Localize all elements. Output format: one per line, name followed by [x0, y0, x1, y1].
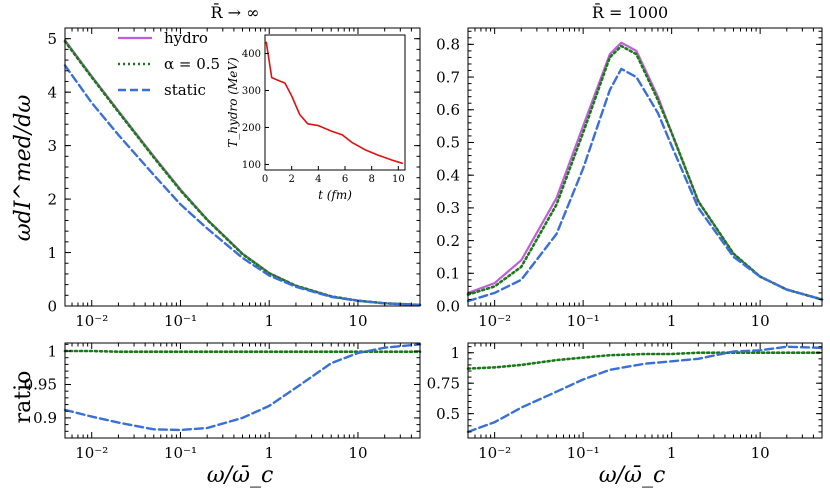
series-line-static	[466, 345, 824, 434]
panel-bottom-left: 10⁻² 10⁻¹ 1 10 0.9 0.95 1	[24, 342, 422, 462]
y-tick-label: 0.4	[436, 166, 460, 184]
x-tick-label: 10	[392, 174, 405, 185]
y-tick-label: 1	[47, 244, 57, 262]
legend: hydro α = 0.5 static	[118, 29, 220, 99]
title-left: R̄ → ∞	[211, 1, 260, 22]
x-tick-label: 6	[342, 174, 348, 185]
x-tick-label: 10⁻¹	[567, 444, 600, 462]
y-tick-label: 0.6	[436, 101, 460, 119]
x-tick-label: 8	[368, 174, 374, 185]
series-line-static	[466, 67, 824, 303]
x-tick-label: 10⁻¹	[164, 444, 197, 462]
y-tick-label: 100	[242, 160, 261, 171]
y-tick-label: 400	[242, 49, 261, 60]
y-tick-label: 1	[47, 342, 57, 360]
panel-top-right: 10⁻² 10⁻¹ 1 10 0.0 0.1 0.2 0.3 0.4 0.5 0.6 0.7 0.8	[436, 27, 824, 330]
series-line-0-5	[466, 351, 824, 370]
xlabel-left: ω/ω̄_c	[207, 463, 274, 488]
x-tick-label: 10⁻²	[478, 312, 511, 330]
y-tick-label: 0.5	[436, 405, 460, 423]
y-tick-label: 200	[242, 123, 261, 134]
inset-xlabel: t (fm)	[318, 188, 352, 202]
legend-label-alpha: α = 0.5	[164, 55, 220, 73]
y-tick-label: 2	[47, 190, 57, 208]
panel-bottom-right: 10⁻² 10⁻¹ 1 10 0.5 0.75 1	[427, 342, 824, 462]
x-tick-label: 10	[348, 312, 367, 330]
ylabel-top: ωdI^med/dω	[11, 95, 36, 242]
legend-label-static: static	[164, 81, 206, 99]
y-tick-label: 4	[47, 83, 57, 101]
legend-label-hydro: hydro	[164, 29, 208, 47]
y-tick-label: 300	[242, 86, 261, 97]
x-tick-label: 10⁻¹	[567, 312, 600, 330]
inset-background	[265, 35, 405, 170]
y-tick-label: 0.0	[436, 297, 460, 315]
x-tick-label: 1	[264, 312, 274, 330]
inset-temperature: 0 2 4 6 8 10 100 200 300 400 t (fm) T_hydro (MeV)	[226, 34, 406, 202]
y-tick-label: 1	[450, 344, 460, 362]
y-tick-label: 0.1	[436, 265, 460, 283]
series-line-static	[63, 343, 422, 432]
series-line-0-5	[466, 44, 824, 301]
x-tick-label: 10	[751, 312, 770, 330]
x-tick-label: 4	[315, 174, 321, 185]
y-tick-label: 0.95	[24, 376, 57, 394]
x-tick-label: 0	[262, 174, 268, 185]
y-tick-label: 0.5	[436, 134, 460, 152]
y-tick-label: 0.3	[436, 199, 460, 217]
series-line-t-hydro	[265, 41, 404, 165]
x-tick-label: 10	[751, 444, 770, 462]
title-right: R̄ = 1000	[592, 1, 668, 22]
x-tick-label: 2	[288, 174, 294, 185]
y-tick-label: 5	[47, 30, 57, 48]
y-tick-label: 0.8	[436, 36, 460, 54]
axes-frame	[264, 34, 406, 171]
x-tick-label: 1	[667, 444, 677, 462]
y-tick-label: 0	[47, 297, 57, 315]
y-tick-label: 0.2	[436, 232, 460, 250]
x-tick-label: 1	[667, 312, 677, 330]
x-tick-label: 10	[348, 444, 367, 462]
x-tick-label: 10⁻²	[75, 312, 108, 330]
x-tick-label: 10⁻¹	[164, 312, 197, 330]
y-tick-label: 0.9	[33, 409, 57, 427]
series-line-hydro	[466, 41, 824, 301]
x-tick-label: 10⁻²	[75, 444, 108, 462]
ylabel-bottom: ratio	[11, 371, 36, 424]
x-tick-label: 10⁻²	[478, 444, 511, 462]
x-tick-label: 1	[264, 444, 274, 462]
y-tick-label: 0.75	[427, 374, 460, 392]
axes-frame	[467, 342, 823, 439]
y-tick-label: 3	[47, 137, 57, 155]
y-tick-label: 0.7	[436, 68, 460, 86]
xlabel-right: ω/ω̄_c	[599, 463, 666, 488]
series-line-0-5	[63, 349, 422, 353]
inset-ylabel: T_hydro (MeV)	[226, 57, 240, 148]
